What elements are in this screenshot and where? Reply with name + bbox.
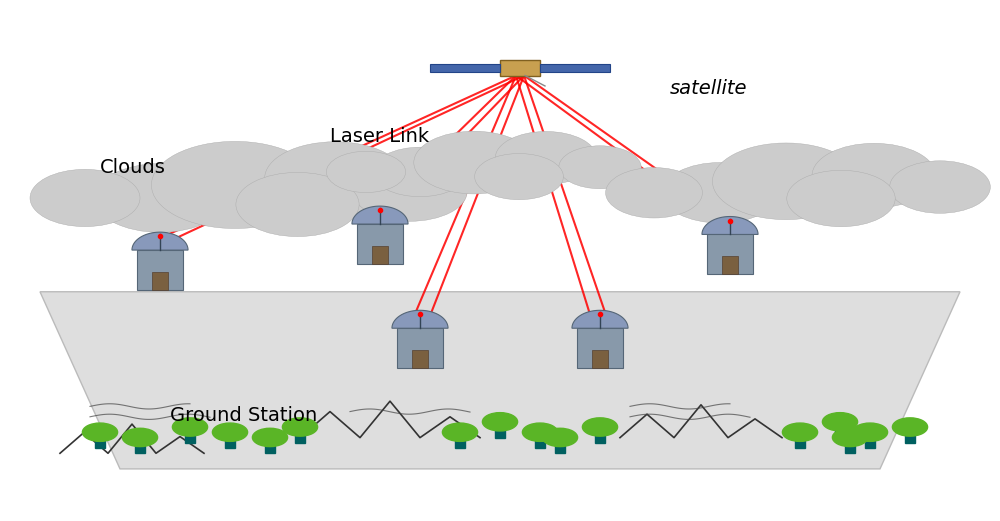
Bar	[500, 60, 540, 76]
Circle shape	[282, 418, 318, 436]
Bar	[495, 427, 505, 438]
Circle shape	[782, 423, 818, 441]
Bar	[455, 438, 465, 448]
Bar	[905, 432, 915, 443]
Circle shape	[122, 428, 158, 446]
Circle shape	[265, 142, 405, 215]
Circle shape	[890, 161, 990, 213]
Circle shape	[252, 428, 288, 446]
Bar	[357, 224, 403, 264]
Bar	[722, 256, 738, 274]
Bar	[592, 350, 608, 368]
Polygon shape	[352, 206, 408, 224]
Bar	[595, 432, 605, 443]
Bar	[135, 443, 145, 453]
Polygon shape	[132, 232, 188, 250]
Circle shape	[475, 154, 563, 200]
Circle shape	[353, 162, 467, 221]
Circle shape	[326, 151, 406, 193]
Bar	[577, 328, 623, 368]
Bar	[430, 64, 500, 71]
Bar	[412, 350, 428, 368]
Circle shape	[712, 143, 860, 220]
Bar	[225, 438, 235, 448]
Bar	[535, 438, 545, 448]
Bar	[372, 246, 388, 264]
Circle shape	[236, 172, 359, 237]
Circle shape	[606, 168, 702, 218]
Circle shape	[212, 423, 248, 441]
Bar	[707, 234, 753, 274]
Bar	[265, 443, 275, 453]
Circle shape	[372, 147, 468, 197]
Circle shape	[787, 170, 895, 227]
Polygon shape	[40, 292, 960, 469]
Bar	[795, 438, 805, 448]
Circle shape	[82, 423, 118, 441]
Circle shape	[832, 428, 868, 446]
Bar	[152, 272, 168, 290]
Circle shape	[94, 164, 226, 232]
Circle shape	[892, 418, 928, 436]
Circle shape	[522, 423, 558, 441]
Text: Laser Link: Laser Link	[330, 127, 430, 146]
Circle shape	[542, 428, 578, 446]
Polygon shape	[702, 217, 758, 234]
Circle shape	[495, 131, 597, 184]
Text: satellite: satellite	[670, 79, 748, 98]
Circle shape	[482, 413, 518, 431]
Bar	[397, 328, 443, 368]
Circle shape	[559, 146, 641, 189]
Circle shape	[662, 163, 778, 223]
Circle shape	[582, 418, 618, 436]
Bar	[555, 443, 565, 453]
Bar	[835, 427, 845, 438]
Circle shape	[172, 418, 208, 436]
Circle shape	[812, 143, 936, 208]
Circle shape	[151, 141, 319, 229]
Bar	[865, 438, 875, 448]
Circle shape	[442, 423, 478, 441]
Circle shape	[822, 413, 858, 431]
Bar	[295, 432, 305, 443]
Circle shape	[852, 423, 888, 441]
Circle shape	[414, 131, 534, 194]
Text: Ground Station: Ground Station	[170, 406, 317, 425]
Bar	[95, 438, 105, 448]
Bar	[540, 64, 610, 71]
Bar	[185, 432, 195, 443]
Text: Clouds: Clouds	[100, 158, 166, 177]
Bar	[845, 443, 855, 453]
Bar	[137, 250, 183, 290]
Polygon shape	[572, 311, 628, 328]
Polygon shape	[392, 311, 448, 328]
Circle shape	[30, 169, 140, 227]
